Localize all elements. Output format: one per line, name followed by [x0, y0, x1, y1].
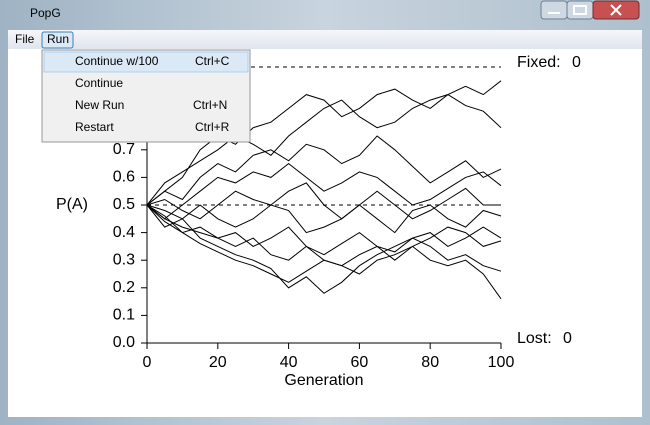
x-tick-label: 40 [280, 354, 298, 371]
trajectory-line [146, 204, 502, 300]
maximize-button[interactable] [566, 0, 594, 20]
trajectory-line [146, 162, 502, 220]
menu-item-hover [43, 51, 249, 73]
menu-item[interactable]: Restart [75, 120, 114, 134]
trajectory-line [146, 94, 502, 206]
menu-file[interactable]: File [15, 32, 35, 46]
menu-run-highlight [41, 31, 74, 49]
trajectory-line [146, 204, 502, 234]
y-tick-label: 0.1 [113, 307, 135, 324]
trajectory-line [146, 182, 501, 220]
x-tick-label: 0 [143, 354, 152, 371]
y-axis-label: P(A) [56, 196, 88, 213]
x-tick-label: 20 [209, 354, 227, 371]
menu-bar [8, 30, 642, 49]
minimize-button[interactable] [540, 0, 568, 20]
x-axis-label: Generation [284, 372, 363, 389]
y-tick-label: 0.0 [113, 334, 135, 351]
trajectory-line [146, 135, 502, 206]
menu-run[interactable]: Run [47, 32, 69, 46]
x-tick-label: 80 [421, 354, 439, 371]
lost-label: Lost: [517, 330, 552, 347]
fixed-label: Fixed: [517, 54, 561, 71]
x-tick-label: 60 [351, 354, 369, 371]
menu-shortcut: Ctrl+N [193, 98, 227, 112]
run-menu: Continue w/100 Ctrl+C Continue New Run C… [41, 49, 251, 143]
fixed-count: 0 [572, 54, 581, 71]
menu-item[interactable]: Continue [75, 76, 123, 90]
y-tick-label: 0.6 [113, 169, 135, 186]
window-title: PopG [30, 6, 61, 20]
lost-count: 0 [563, 330, 572, 347]
trajectory-line [146, 204, 502, 261]
menu-item[interactable]: Continue w/100 [75, 54, 159, 68]
y-tick-label: 0.3 [113, 251, 135, 268]
y-tick-label: 0.5 [113, 196, 135, 213]
menu-shortcut: Ctrl+R [195, 120, 230, 134]
x-tick-label: 100 [488, 354, 515, 371]
trajectory-line [146, 80, 502, 206]
y-tick-label: 0.2 [113, 279, 135, 296]
y-tick-label: 0.7 [113, 141, 135, 158]
menu-shortcut: Ctrl+C [195, 54, 230, 68]
trajectory-line [146, 204, 502, 294]
menu-item[interactable]: New Run [75, 98, 124, 112]
y-tick-label: 0.4 [113, 224, 135, 241]
